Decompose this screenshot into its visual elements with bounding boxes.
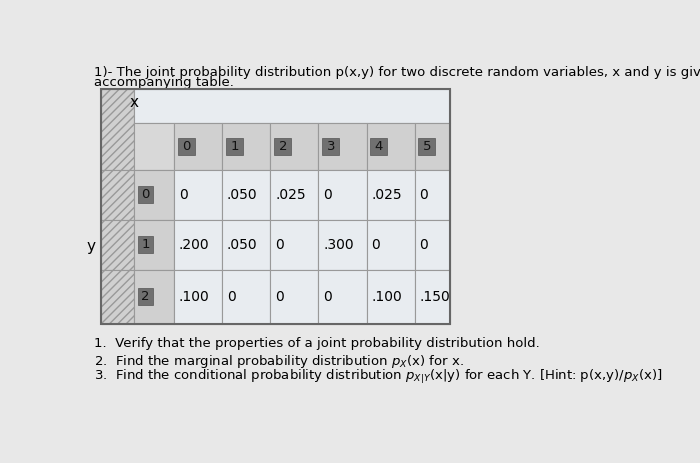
Text: .025: .025 [275, 188, 306, 201]
Bar [223, 269, 270, 324]
Text: accompanying table.: accompanying table. [94, 76, 234, 89]
Text: 3: 3 [327, 140, 335, 153]
Text: 0: 0 [141, 188, 150, 201]
Text: 5: 5 [423, 140, 431, 153]
Text: 0: 0 [419, 238, 428, 251]
Text: x: x [130, 95, 139, 110]
Text: 1)- The joint probability distribution p(x,y) for two discrete random variables,: 1)- The joint probability distribution p… [94, 66, 700, 79]
Text: 0: 0 [323, 289, 332, 304]
Text: 2: 2 [279, 140, 287, 153]
Bar [134, 219, 174, 269]
Bar [318, 123, 367, 169]
Text: 0: 0 [275, 289, 284, 304]
Text: .300: .300 [323, 238, 354, 251]
Bar [174, 123, 223, 169]
Bar [102, 89, 450, 324]
Bar [322, 138, 340, 155]
Bar [174, 219, 223, 269]
Bar [102, 269, 134, 324]
Bar [414, 219, 450, 269]
Bar [134, 269, 174, 324]
Text: .100: .100 [371, 289, 402, 304]
Bar [414, 169, 450, 219]
Text: 0: 0 [371, 238, 380, 251]
Bar [102, 169, 134, 219]
Bar [367, 269, 414, 324]
Text: 1: 1 [141, 238, 150, 251]
Text: 1: 1 [230, 140, 239, 153]
Text: 0: 0 [179, 188, 188, 201]
Bar [367, 169, 414, 219]
Text: 2: 2 [141, 290, 150, 303]
Bar [134, 169, 174, 219]
Bar [102, 89, 134, 169]
Text: 0: 0 [323, 188, 332, 201]
Bar [174, 169, 223, 219]
Bar [270, 169, 318, 219]
Text: 1.  Verify that the properties of a joint probability distribution hold.: 1. Verify that the properties of a joint… [94, 338, 540, 350]
Bar [138, 236, 153, 253]
Bar [174, 269, 223, 324]
Bar [274, 138, 291, 155]
Text: 3.  Find the conditional probability distribution $p_{X|Y}$(x|y) for each Y. [Hi: 3. Find the conditional probability dist… [94, 368, 662, 386]
Bar [367, 123, 414, 169]
Bar [318, 169, 367, 219]
Bar [134, 89, 450, 123]
Bar [370, 138, 387, 155]
Text: 0: 0 [183, 140, 191, 153]
Text: 0: 0 [275, 238, 284, 251]
Bar [414, 269, 450, 324]
Bar [318, 219, 367, 269]
Text: 2.  Find the marginal probability distribution $p_X$(x) for x.: 2. Find the marginal probability distrib… [94, 353, 463, 370]
Text: y: y [86, 239, 95, 254]
Text: .025: .025 [371, 188, 402, 201]
Bar [138, 186, 153, 203]
Bar [226, 138, 244, 155]
Bar [419, 138, 435, 155]
Bar [134, 123, 174, 169]
Text: .050: .050 [227, 188, 258, 201]
Bar [223, 123, 270, 169]
Text: .200: .200 [179, 238, 209, 251]
Bar [223, 219, 270, 269]
Bar [270, 123, 318, 169]
Bar [138, 288, 153, 305]
Bar [318, 269, 367, 324]
Bar [270, 219, 318, 269]
Bar [102, 219, 134, 269]
Bar [270, 269, 318, 324]
Text: 0: 0 [419, 188, 428, 201]
Text: 0: 0 [227, 289, 236, 304]
Bar [414, 123, 450, 169]
Bar [178, 138, 195, 155]
Text: .050: .050 [227, 238, 258, 251]
Text: 4: 4 [374, 140, 383, 153]
Text: .100: .100 [179, 289, 210, 304]
Bar [367, 219, 414, 269]
Text: .150: .150 [419, 289, 450, 304]
Bar [223, 169, 270, 219]
